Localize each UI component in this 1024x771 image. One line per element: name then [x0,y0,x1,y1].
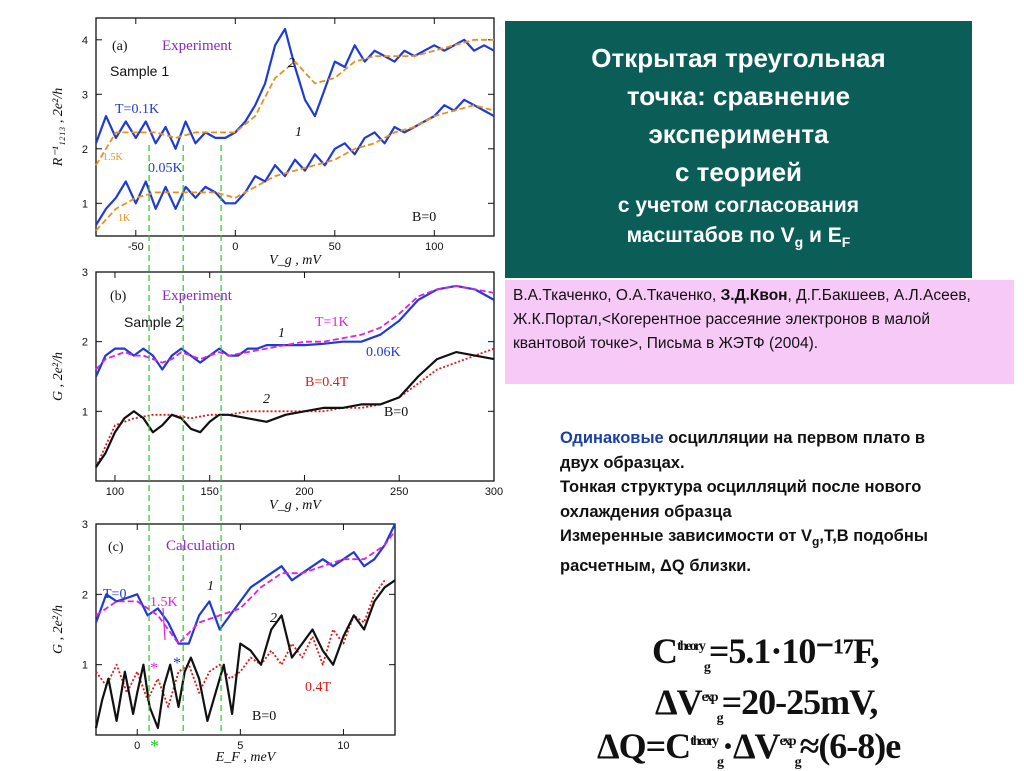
x-tick-label: 5 [237,740,243,752]
star-marker: * [173,655,181,672]
series-line [94,523,396,645]
y-tick-label: 2 [82,144,88,156]
y-tick-label: 4 [82,35,88,47]
x-tick-label: 150 [201,486,219,498]
series-line [95,579,386,708]
notes-line-3b: ,T,B подобны расчетным, ΔQ близки. [560,527,928,575]
y-tick-label: 3 [82,267,88,279]
panel-title: Experiment [162,288,233,304]
series-line [94,284,495,377]
x-axis-label: V_g , mV [269,498,322,513]
panel-a: -50 0 50 100 1 2 3 4 V_g , mV R⁻¹₁₂₁₃ , 2e²/h (a) E… [51,17,495,268]
y-tick-label: 1 [82,660,88,672]
title-line-2: точка: сравнение [626,81,851,111]
panel-b: 100 150 200 250 300 1 2 3 V_g , mV G , 2e²/h (b) Ex… [51,267,503,513]
curve-label: 1 [207,579,214,594]
reference-bold-author: З.Д.Квон [720,287,788,304]
title-line-4: с теорией [674,157,803,187]
subtitle-line-1: с учетом согласования [617,194,860,217]
series-line [95,351,495,468]
x-tick-label: 0 [232,241,238,253]
curve-label: B=0 [252,709,276,724]
formula-capacitance: Ctheoryg=5.1·10⁻¹⁷F, [652,631,880,676]
series-line [95,347,495,468]
panel-label: (b) [110,289,127,304]
curve-label: 2 [270,611,277,626]
series-line [95,104,495,232]
y-axis-label: R⁻¹₁₂₁₃ , 2e²/h [51,88,66,167]
x-tick-label: 100 [425,241,443,253]
formula-charge: ΔQ=Ctheoryg·ΔVexpg≈(6-8)e [597,726,901,771]
x-tick-label: 50 [329,241,341,253]
x-tick-label: 10 [337,740,349,752]
series-line [94,27,495,150]
star-marker: * [150,660,158,677]
curve-label: 0.06K [366,345,401,360]
y-tick-label: 2 [82,589,88,601]
x-tick-label: 0 [134,740,140,752]
curve-label: 2 [263,392,270,407]
curve-label: 0.05K [148,161,183,176]
reference-rest: , Д.Г.Бакшеев, А.Л.Асеев, Ж.К.Портал,<Ко… [513,287,971,352]
notes-highlight: Одинаковые [560,429,664,447]
x-tick-label: 250 [390,486,408,498]
x-axis-label: E_F , meV [215,750,277,765]
y-tick-label: 2 [82,337,88,349]
panel-title: Experiment [162,38,233,54]
star-marker: * [150,736,159,756]
curve-label: B=0 [384,405,408,420]
x-tick-label: 200 [295,486,313,498]
series-line [95,530,396,645]
formula-voltage-period: ΔVexpg=20-25mV, [655,682,878,727]
curve-label: B=0 [412,210,436,225]
sample-label: Sample 2 [124,314,183,330]
plot-frame [95,523,396,736]
notes-text: Одинаковые осцилляции на первом плато в … [560,429,928,575]
y-tick-label: 1 [82,406,88,418]
reference-box: В.А.Ткаченко, О.А.Ткаченко, З.Д.Квон, Д.… [505,280,1014,384]
x-tick-label: -50 [128,241,144,253]
curve-label: 1.5K [150,595,178,610]
subtitle-line-2: масштабов по Vg и EF [626,224,851,251]
x-tick-label: 100 [106,486,124,498]
curve-label: T=0.1K [115,102,159,117]
curve-label: 2 [288,56,295,71]
plot-frame [95,17,495,237]
y-tick-label: 1 [82,198,88,210]
notes-line-1: осцилляции на первом плато в двух образц… [560,429,926,472]
y-axis-label: G , 2e²/h [51,352,66,401]
curve-label: 1.5K [103,152,124,163]
y-tick-label: 3 [82,89,88,101]
y-axis-label: G , 2e²/h [51,605,66,654]
curve-label: T=0 [103,587,126,602]
panel-label: (c) [108,540,124,555]
x-axis-label: V_g , mV [269,253,322,268]
curve-label: 0.4T [305,680,332,695]
series-line [94,579,396,730]
curve-label: 1K [118,213,131,224]
series-line [95,284,495,371]
series-line [95,38,494,166]
title-box: Открытая треугольная точка: сравнение эк… [505,21,972,278]
curve-label: T=1K [315,315,349,330]
reference-authors: В.А.Ткаченко, О.А.Ткаченко, [513,287,721,304]
arrow-line [162,607,166,641]
title-line-3: эксперимента [648,119,829,149]
notes-line-3a: Измеренные зависимости от V [560,527,813,545]
curve-label: 1 [278,326,285,341]
notes-line-2: Тонкая структура осцилляций после нового… [560,478,922,521]
panel-c: 0 5 10 1 2 3 E_F , meV G , 2e²/h (c) Calculation T… [51,519,396,765]
curve-label: 1 [295,125,302,140]
panel-title: Calculation [166,538,236,554]
plot-frame [95,271,495,482]
sample-label: Sample 1 [110,63,169,79]
x-tick-label: 300 [485,486,503,498]
y-tick-label: 3 [82,519,88,531]
panel-label: (a) [112,39,128,54]
title-line-1: Открытая треугольная [591,43,886,73]
curve-label: B=0.4T [305,375,349,390]
